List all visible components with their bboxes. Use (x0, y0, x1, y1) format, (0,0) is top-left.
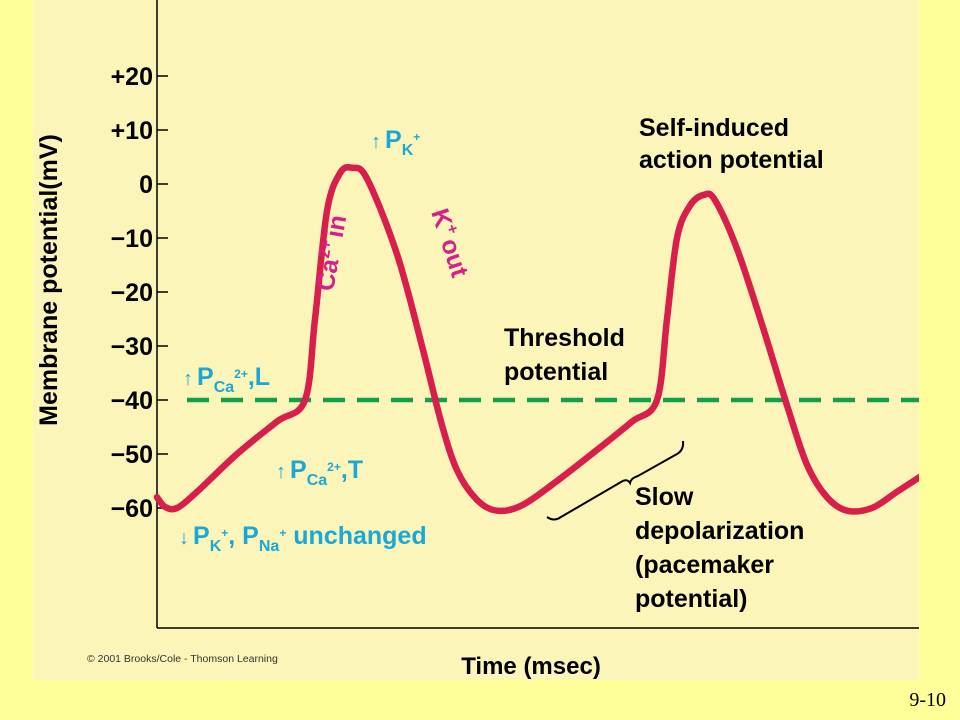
slow-depolarization-label: Slow depolarization (pacemaker potential… (635, 483, 811, 613)
calcium-in-text: in (321, 213, 352, 240)
pca-l-suffix: ,L (248, 363, 270, 391)
calcium-in-charge: 2+ (316, 239, 336, 260)
pca-t-p: P (290, 456, 307, 484)
copyright: © 2001 Brooks/Cole - Thomson Learning (87, 653, 278, 665)
pk-increase-subsup: + (413, 130, 420, 144)
pca-t-sub: Ca (307, 472, 328, 489)
pca-t-subsup: 2+ (327, 460, 341, 474)
pca-t-label: ↑ PCa2+,T (276, 456, 363, 489)
pk-pna-sep: , (228, 522, 242, 550)
pca-l-label: ↑ PCa2+,L (183, 363, 270, 396)
threshold-potential-label: Threshold potential (504, 324, 632, 386)
pk-pna-sup1: + (221, 526, 228, 540)
y-axis-label: Membrane potential(mV) (35, 134, 63, 426)
y-tick-label: 0 (139, 171, 153, 199)
figure-panel: +20 +10 0 −10 −20 −30 −40 −50 −60 Membrane poten… (33, 0, 926, 680)
pca-l-p: P (197, 363, 214, 391)
pk-pna-suffix: unchanged (286, 522, 426, 550)
pk-pna-p1: P (193, 522, 210, 550)
threshold-label-line-1: Threshold (504, 324, 625, 352)
action-potential-chart: +20 +10 0 −10 −20 −30 −40 −50 −60 Membrane poten… (35, 0, 926, 680)
pca-l-arrow: ↑ (183, 368, 193, 390)
y-tick-label: −60 (111, 495, 153, 523)
slow-depol-line-2: depolarization (635, 517, 804, 545)
calcium-in-label: Ca2+in (310, 213, 352, 293)
slow-depol-line-1: Slow (635, 483, 694, 511)
y-ticks: +20 +10 0 −10 −20 −30 −40 −50 −60 (111, 63, 168, 523)
x-axis-label: Time (msec) (461, 653, 601, 680)
slide-number: 9-10 (909, 689, 946, 711)
pca-l-subsup: 2+ (234, 367, 248, 381)
slow-depol-line-4: potential) (635, 585, 748, 613)
pca-t-arrow: ↑ (276, 461, 286, 483)
pk-increase-sub: K (402, 142, 414, 159)
pca-l-sub: Ca (214, 379, 235, 396)
pk-increase-label: ↑ PK+ (371, 126, 420, 159)
self-induced-line-1: Self-induced (639, 114, 789, 142)
pk-pna-p2: P (242, 522, 259, 550)
slow-depolarization-brace (546, 440, 685, 521)
y-tick-label: −40 (111, 387, 153, 415)
calcium-in-ion: Ca (311, 256, 344, 293)
pk-increase-p: P (385, 126, 402, 154)
pk-increase-arrow: ↑ (371, 131, 381, 153)
self-induced-label: Self-induced action potential (639, 114, 824, 174)
pk-pna-sub2: Na (259, 538, 280, 555)
pca-t-suffix: ,T (341, 456, 363, 484)
potassium-out-label: K+out (425, 205, 475, 281)
y-tick-label: −50 (111, 441, 153, 469)
slow-depol-line-3: (pacemaker (635, 551, 774, 579)
y-tick-label: −30 (111, 333, 153, 361)
threshold-label-line-2: potential (504, 358, 608, 386)
series-line-membrane-potential (153, 163, 926, 515)
y-tick-label: −10 (111, 225, 153, 253)
potassium-out-text: out (435, 235, 474, 281)
pk-pna-sub1: K (210, 538, 222, 555)
pk-pna-arrow: ↓ (179, 527, 189, 549)
pk-pna-sup2: + (279, 526, 286, 540)
pk-pna-label: ↓ PK+, PNa+ unchanged (179, 522, 427, 555)
y-tick-label: +20 (111, 63, 153, 91)
self-induced-line-2: action potential (639, 146, 824, 174)
y-tick-label: −20 (111, 279, 153, 307)
y-tick-label: +10 (111, 117, 153, 145)
